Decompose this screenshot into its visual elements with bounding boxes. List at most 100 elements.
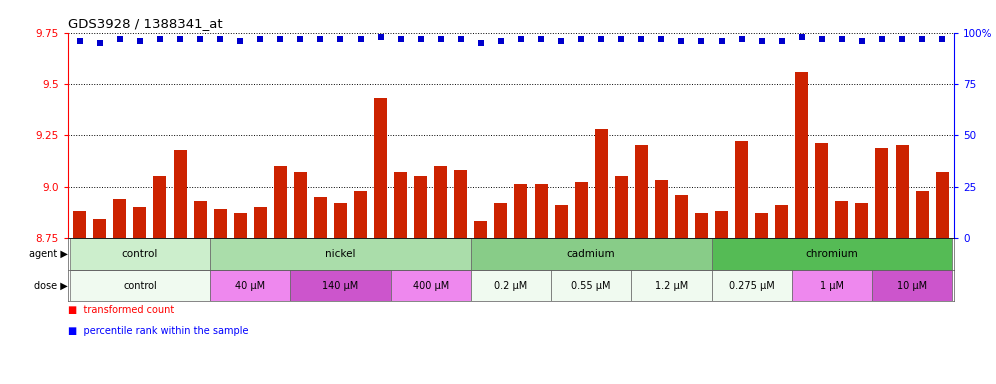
Bar [872, 270, 952, 301]
Text: 1 μM: 1 μM [820, 281, 844, 291]
Bar [334, 203, 347, 238]
Bar [634, 146, 647, 238]
Bar [755, 213, 768, 238]
Point [874, 36, 890, 42]
Bar [294, 172, 307, 238]
Bar [515, 184, 528, 238]
Bar [551, 270, 631, 301]
Point [152, 36, 168, 42]
Point [713, 38, 729, 44]
Text: 140 μM: 140 μM [323, 281, 359, 291]
Bar [935, 172, 948, 238]
Point [72, 38, 88, 44]
Point [272, 36, 288, 42]
Bar [595, 129, 608, 238]
Text: 0.275 μM: 0.275 μM [729, 281, 775, 291]
Point [192, 36, 208, 42]
Bar [875, 147, 888, 238]
Bar [494, 203, 507, 238]
Point [131, 38, 147, 44]
Bar [711, 270, 792, 301]
Bar [390, 270, 471, 301]
Bar [575, 182, 588, 238]
Point [293, 36, 309, 42]
Bar [816, 144, 829, 238]
Point [693, 38, 709, 44]
Bar [234, 213, 247, 238]
Point [774, 38, 790, 44]
Bar [254, 207, 267, 238]
Bar [471, 270, 551, 301]
Point [673, 38, 689, 44]
Text: 400 μM: 400 μM [412, 281, 449, 291]
Bar [291, 270, 390, 301]
Point [433, 36, 449, 42]
Bar [394, 172, 407, 238]
Bar [471, 238, 711, 270]
Bar [654, 180, 668, 238]
Point [934, 36, 950, 42]
Text: control: control [122, 249, 158, 259]
Bar [434, 166, 447, 238]
Point [894, 36, 910, 42]
Bar [711, 238, 952, 270]
Point [252, 36, 268, 42]
Bar [74, 211, 87, 238]
Bar [836, 201, 849, 238]
Bar [775, 205, 788, 238]
Point [653, 36, 669, 42]
Point [594, 36, 610, 42]
Bar [895, 146, 908, 238]
Point [212, 36, 228, 42]
Bar [70, 270, 210, 301]
Bar [555, 205, 568, 238]
Point [353, 36, 369, 42]
Bar [213, 209, 227, 238]
Bar [715, 211, 728, 238]
Point [313, 36, 329, 42]
Point [373, 34, 388, 40]
Bar [114, 199, 126, 238]
Bar [133, 207, 146, 238]
Bar [631, 270, 711, 301]
Text: 0.2 μM: 0.2 μM [494, 281, 528, 291]
Bar [173, 150, 186, 238]
Point [112, 36, 127, 42]
Point [734, 36, 750, 42]
Point [392, 36, 408, 42]
Bar [695, 213, 708, 238]
Bar [70, 238, 210, 270]
Point [412, 36, 428, 42]
Bar [354, 190, 368, 238]
Point [914, 36, 930, 42]
Text: 10 μM: 10 μM [897, 281, 927, 291]
Point [573, 36, 589, 42]
Bar [374, 98, 387, 238]
Point [633, 36, 649, 42]
Text: agent ▶: agent ▶ [29, 249, 68, 259]
Bar [735, 141, 748, 238]
Text: nickel: nickel [326, 249, 356, 259]
Bar [795, 72, 809, 238]
Point [92, 40, 108, 46]
Point [232, 38, 248, 44]
Bar [615, 176, 627, 238]
Text: control: control [124, 281, 156, 291]
Bar [856, 203, 869, 238]
Bar [792, 270, 872, 301]
Bar [414, 176, 427, 238]
Bar [274, 166, 287, 238]
Point [333, 36, 349, 42]
Text: 0.55 μM: 0.55 μM [572, 281, 611, 291]
Point [553, 38, 569, 44]
Point [754, 38, 770, 44]
Text: 1.2 μM: 1.2 μM [654, 281, 688, 291]
Bar [474, 222, 487, 238]
Text: ■  transformed count: ■ transformed count [68, 305, 174, 315]
Text: cadmium: cadmium [567, 249, 616, 259]
Point [834, 36, 850, 42]
Point [473, 40, 489, 46]
Text: GDS3928 / 1388341_at: GDS3928 / 1388341_at [68, 17, 222, 30]
Text: ■  percentile rank within the sample: ■ percentile rank within the sample [68, 326, 248, 336]
Bar [454, 170, 467, 238]
